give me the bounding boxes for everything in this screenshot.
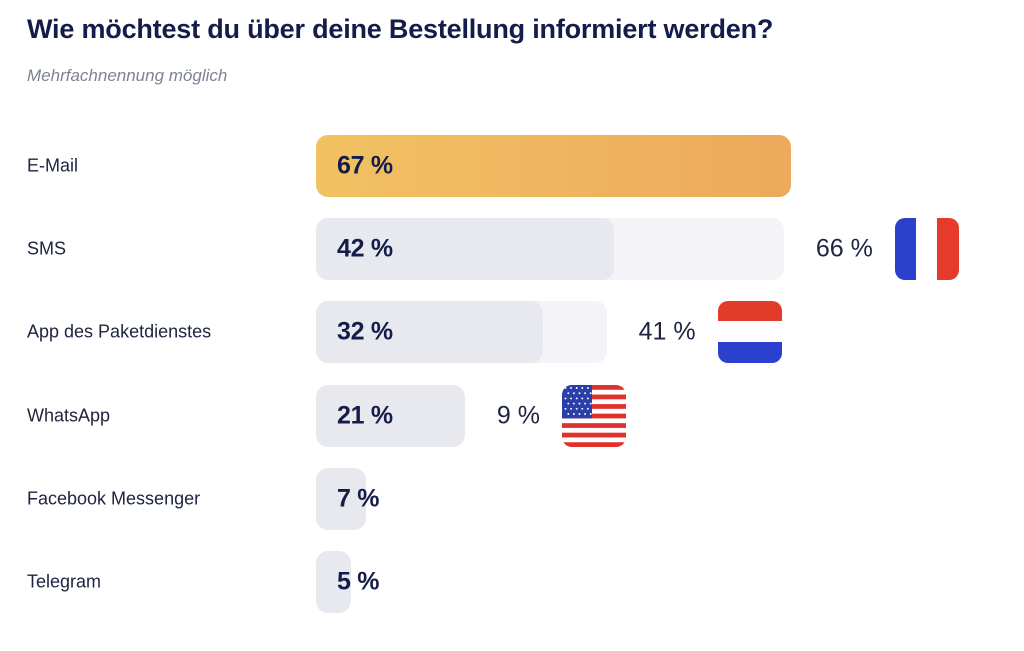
page-subtitle: Mehrfachnennung möglich: [27, 66, 228, 85]
comparison-value-whatsapp: 9 %: [496, 401, 540, 430]
bar-facebook-messenger: [316, 467, 366, 530]
bar-sms: [316, 218, 614, 281]
category-label-sms: SMS: [27, 238, 67, 259]
usa-flag-icon: [561, 384, 626, 452]
category-label-facebook-messenger: Facebook Messenger: [27, 488, 201, 509]
comparison-value-sms: 66 %: [815, 234, 873, 263]
bar-value-app-des-paketdienstes: 32 %: [337, 317, 393, 346]
comparison-value-app-des-paketdienstes: 41 %: [638, 317, 696, 346]
category-label-e-mail: E-Mail: [27, 155, 79, 176]
bar-value-whatsapp: 21 %: [337, 401, 393, 430]
bar-value-e-mail: 67 %: [337, 151, 393, 180]
bar-whatsapp: [316, 384, 465, 447]
category-label-whatsapp: WhatsApp: [27, 405, 111, 426]
category-label-telegram: Telegram: [27, 571, 102, 592]
bar-value-facebook-messenger: 7 %: [337, 484, 380, 513]
netherlands-flag-icon: [717, 301, 782, 368]
bar-e-mail: [316, 135, 791, 197]
bar-value-sms: 42 %: [337, 234, 393, 263]
bar-app-des-paketdienstes: [316, 301, 543, 364]
page-title: Wie möchtest du über deine Bestellung in…: [27, 14, 774, 44]
category-label-app-des-paketdienstes: App des Paketdienstes: [27, 321, 212, 342]
bar-telegram: [316, 551, 352, 613]
bar-value-telegram: 5 %: [337, 567, 380, 596]
france-flag-icon: [894, 218, 959, 285]
